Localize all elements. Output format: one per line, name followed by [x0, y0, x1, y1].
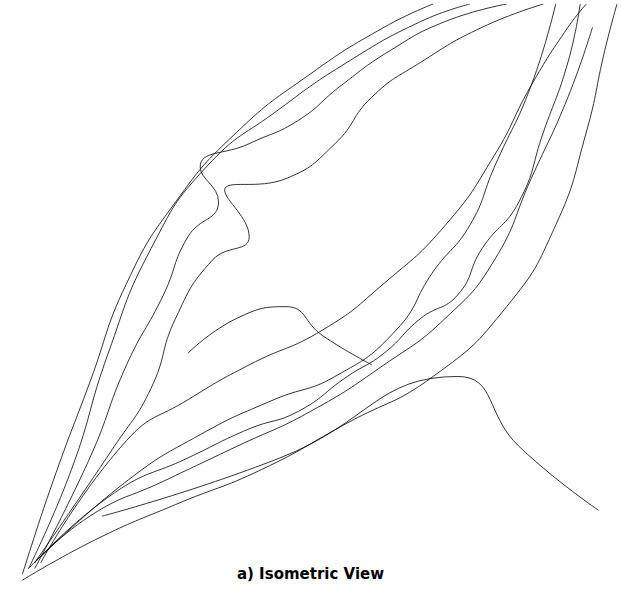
svg-text:a) Isometric View: a) Isometric View — [237, 565, 384, 583]
